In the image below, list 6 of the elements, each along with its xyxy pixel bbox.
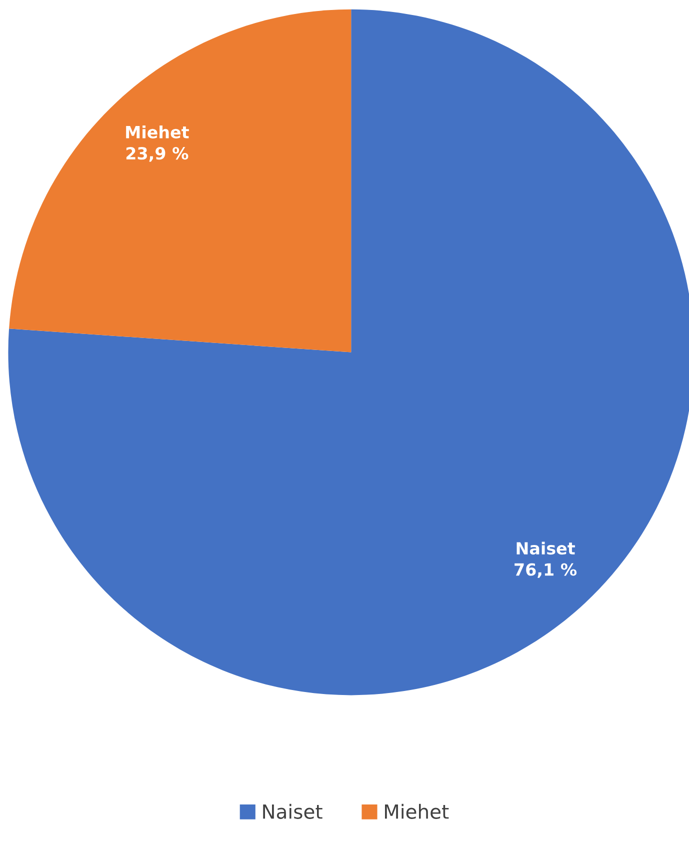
slice-label: Naiset	[516, 542, 575, 555]
legend-label: Miehet	[385, 804, 449, 819]
data-label: 76,1 %	[514, 563, 577, 578]
data-label: 23,9 %	[126, 147, 188, 162]
slice-label: Miehet	[126, 126, 189, 138]
legend-label: Naiset	[263, 804, 322, 819]
